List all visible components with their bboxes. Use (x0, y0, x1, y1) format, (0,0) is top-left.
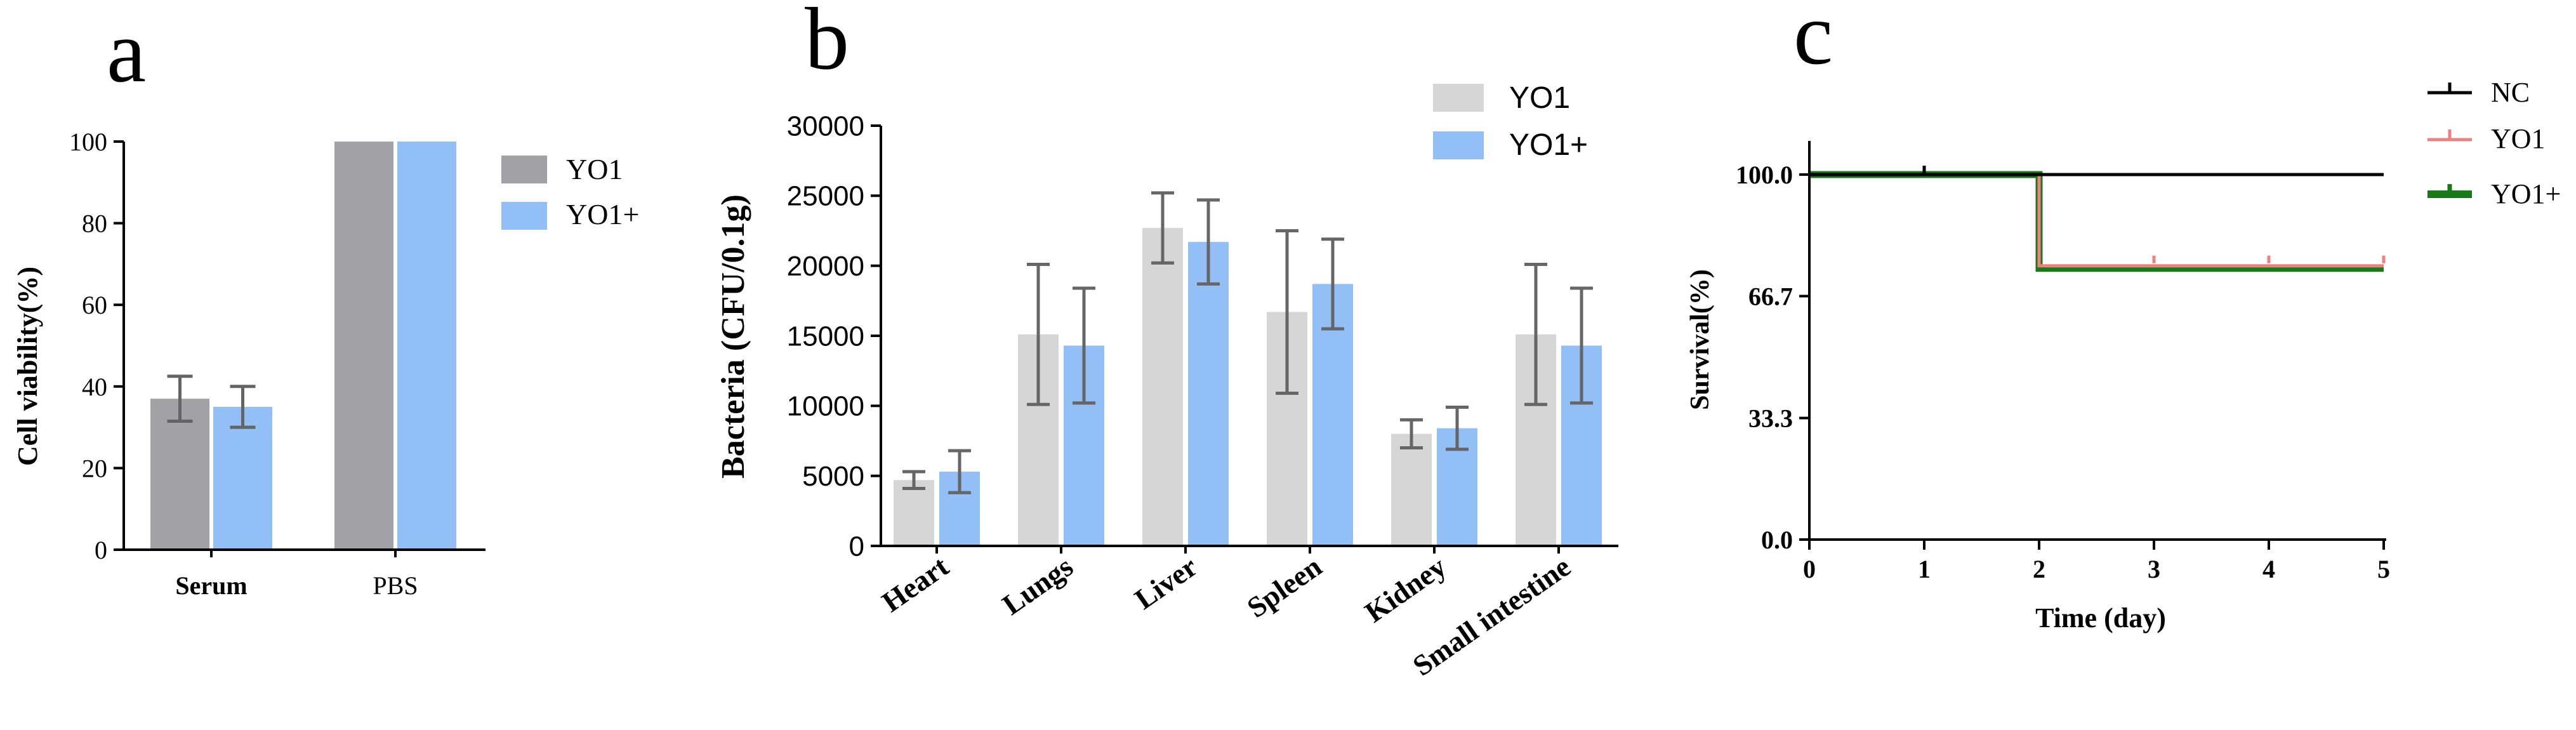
bar-yo1-serum (150, 399, 209, 550)
panel-a-legend-label-yo1: YO1 (566, 153, 623, 185)
panel-a-ytick-label: 20 (82, 454, 107, 482)
panel-c-xtick-label: 4 (2262, 555, 2275, 583)
survival-line-yo1 (1809, 173, 2384, 268)
panel-b-ylabel: Bacteria (CFU/0.1g) (715, 194, 751, 479)
panel-a-legend-swatch-yo1plus (501, 202, 547, 230)
category-label-lungs: Lungs (996, 550, 1079, 621)
panel-c: c Survival(%) Time (day) 0.0 33.3 66.7 100.… (1686, 0, 2561, 634)
panel-a-ytick-label: 0 (95, 536, 107, 564)
panel-c-ytick-label: 66.7 (1748, 282, 1793, 310)
category-label-kidney: Kidney (1359, 550, 1452, 628)
bar-yo1-pbs (334, 142, 393, 550)
category-label-serum: Serum (175, 571, 247, 600)
panel-a-label: a (107, 3, 146, 101)
bar-yo1-kidney (1391, 434, 1432, 546)
panel-c-xtick-label: 1 (1918, 555, 1931, 583)
category-label-heart: Heart (876, 550, 954, 618)
panel-c-label: c (1793, 0, 1833, 83)
panel-b-ytick-label: 5000 (802, 461, 864, 492)
panel-b-legend-swatch-yo1 (1433, 84, 1484, 112)
panel-b-ytick-label: 10000 (787, 391, 864, 422)
panel-b-ytick-label: 30000 (787, 110, 864, 142)
panel-c-legend-symbol-nc (2427, 83, 2472, 95)
bar-yo1-heart (894, 480, 934, 546)
panel-b-ytick-label: 25000 (787, 181, 864, 212)
panel-c-legend-label-nc: NC (2491, 77, 2530, 108)
category-label-liver: Liver (1129, 550, 1203, 615)
panel-c-legend-symbol-yo1 (2427, 129, 2472, 142)
panel-c-xtick-label: 5 (2377, 555, 2390, 583)
panel-a-ytick-label: 80 (82, 209, 107, 238)
panel-c-legend-label-yo1plus: YO1+ (2491, 178, 2561, 209)
category-label-pbs: PBS (373, 571, 418, 600)
panel-c-ylabel: Survival(%) (1686, 269, 1715, 410)
panel-a-ytick-label: 60 (82, 291, 107, 319)
panel-b: b Bacteria (CFU/0.1g) 0 5000 10000 15000 200… (715, 0, 1618, 682)
panel-a-ytick-label: 40 (82, 373, 107, 401)
bar-yo1-liver (1142, 228, 1183, 546)
panel-b-ytick-label: 0 (849, 531, 864, 562)
panel-b-legend-label-yo1: YO1 (1509, 81, 1570, 115)
panel-c-xtick-label: 2 (2033, 555, 2045, 583)
panel-c-xtick-label: 3 (2148, 555, 2160, 583)
panel-a-legend-label-yo1plus: YO1+ (566, 198, 639, 230)
panel-c-legend-label-yo1: YO1 (2491, 123, 2546, 154)
panel-c-xlabel: Time (day) (2035, 602, 2166, 634)
survival-line-yo1plus (1809, 171, 2384, 272)
panel-b-label: b (805, 0, 849, 88)
panel-a-ylabel: Cell viability(%) (12, 267, 43, 466)
bar-yo1plus-liver (1188, 242, 1229, 546)
panel-c-ytick-label: 33.3 (1748, 404, 1793, 433)
bar-yo1plus-serum (213, 406, 272, 550)
panel-c-xtick-label: 0 (1803, 555, 1816, 583)
panel-b-ytick-label: 20000 (787, 251, 864, 282)
panel-c-ytick-label: 100.0 (1736, 161, 1793, 189)
panel-b-ytick-label: 15000 (787, 321, 864, 352)
panel-b-legend-swatch-yo1plus (1433, 131, 1484, 159)
panel-c-legend-symbol-yo1plus (2427, 184, 2472, 198)
panel-a: a Cell viability(%) 0 20 40 60 80 100 Serum PB… (12, 3, 639, 600)
panel-c-ytick-label: 0.0 (1761, 526, 1793, 554)
panel-b-legend-label-yo1plus: YO1+ (1509, 128, 1588, 162)
category-label-spleen: Spleen (1241, 550, 1328, 624)
panel-a-ytick-label: 100 (69, 128, 107, 156)
panel-a-legend-swatch-yo1 (501, 156, 547, 183)
bar-yo1plus-pbs (397, 142, 456, 550)
